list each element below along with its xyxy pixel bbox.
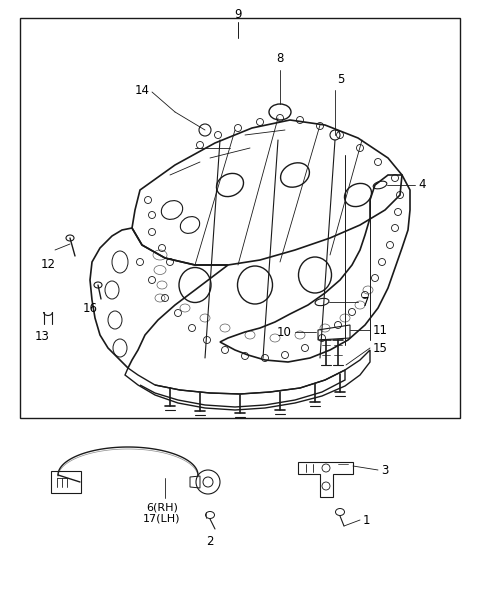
Text: 2: 2 bbox=[206, 535, 214, 548]
Text: 9: 9 bbox=[234, 7, 242, 21]
Text: 8: 8 bbox=[276, 52, 284, 65]
Text: 1: 1 bbox=[363, 514, 371, 526]
Text: 3: 3 bbox=[381, 464, 388, 476]
Text: 5: 5 bbox=[337, 73, 344, 86]
Text: 13: 13 bbox=[35, 330, 49, 343]
Text: 4: 4 bbox=[418, 178, 425, 191]
Text: 12: 12 bbox=[40, 258, 56, 271]
Text: 7: 7 bbox=[362, 296, 370, 308]
Text: 11: 11 bbox=[373, 324, 388, 336]
Text: 14: 14 bbox=[135, 84, 150, 97]
Text: 16: 16 bbox=[83, 302, 97, 315]
Bar bbox=[20, 18, 460, 418]
Text: 15: 15 bbox=[373, 342, 388, 354]
Text: 6(RH)
17(LH): 6(RH) 17(LH) bbox=[143, 502, 181, 524]
Text: 10: 10 bbox=[277, 325, 292, 339]
